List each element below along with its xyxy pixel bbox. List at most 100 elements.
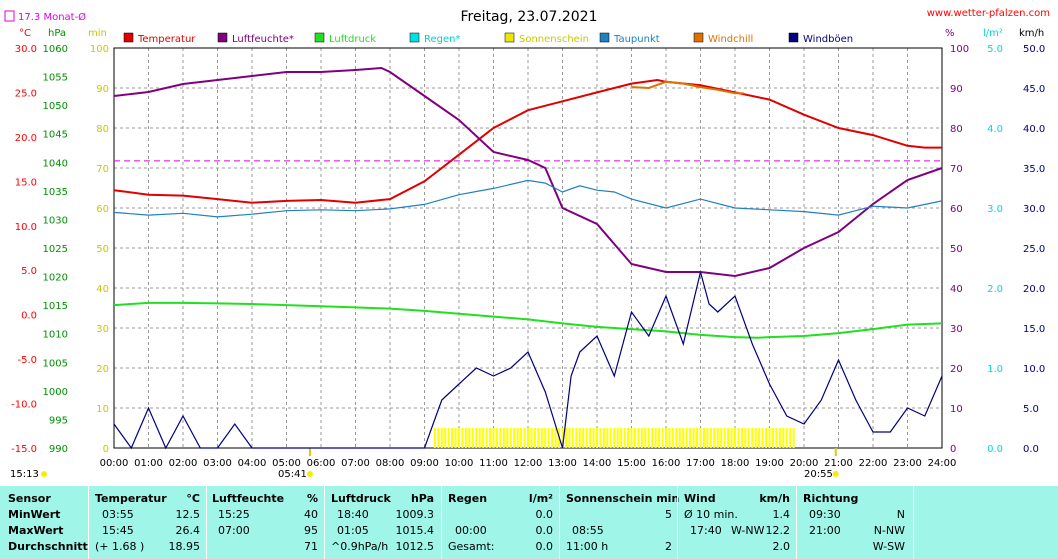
sun-axis-tick-label: 80: [96, 124, 109, 135]
chart-title: Freitag, 23.07.2021: [461, 9, 598, 25]
legend-swatch: [217, 32, 228, 43]
x-tick-label: 01:00: [134, 458, 163, 469]
temp-axis-tick-label: 30.0: [15, 44, 37, 55]
month-average-label: 17.3 Monat-Ø: [18, 11, 86, 23]
row-label-min: MinWert: [8, 508, 61, 521]
wind-axis-tick-label: 15.0: [1023, 324, 1045, 335]
pressure-axis-tick-label: 1010: [43, 330, 68, 341]
temp-avg: 18.95: [168, 540, 201, 553]
direction-max: N-NW: [873, 524, 905, 537]
pressure-min: 1009.3: [395, 508, 435, 521]
sun-axis-tick-label: 100: [90, 44, 109, 55]
timestamp-sun-icon: [41, 471, 47, 477]
legend-label: Windböen: [803, 34, 853, 45]
humidity-max-time: 07:00: [218, 524, 250, 537]
sun-min: 5: [665, 508, 672, 521]
humidity-max: 95: [304, 524, 318, 537]
chart-legend: Temperatur Luftfeuchte* Luftdruck Regen* Son…: [123, 32, 853, 45]
sunrise-icon: [306, 471, 313, 477]
x-tick-label: 04:00: [238, 458, 267, 469]
rain-axis-tick-label: 1.0: [987, 364, 1003, 375]
wind-max-time: 17:40: [690, 524, 722, 537]
source-label: www.wetter-pfalzen.com: [927, 8, 1050, 19]
humidity-axis-tick-label: 60: [950, 204, 963, 215]
wind-max: 12.2: [765, 524, 791, 537]
series-luftfeuchte: [113, 66, 943, 278]
sun-total: 11:00 h: [566, 540, 609, 553]
wind-axis-tick-label: 0.0: [1023, 444, 1039, 455]
wind-axis-tick-label: 30.0: [1023, 204, 1045, 215]
series-windböen: [113, 271, 943, 450]
series-temperatur: [113, 78, 942, 204]
direction-header: Richtung: [803, 492, 859, 505]
sun-axis-tick-label: 30: [96, 324, 109, 335]
sun-avg: 2: [665, 540, 672, 553]
temp-axis-tick-label: 10.0: [15, 222, 37, 233]
rain-axis-tick-label: 0.0: [987, 444, 1003, 455]
sunset-label: 20:55: [804, 469, 833, 480]
sun-axis-tick-label: 50: [96, 244, 109, 255]
x-tick-label: 05:00: [272, 458, 301, 469]
wind-avg10: 1.4: [772, 508, 791, 521]
legend-swatch: [693, 32, 704, 43]
rain-axis-tick-label: 5.0: [987, 44, 1003, 55]
rain-total: 0.0: [535, 540, 554, 553]
temp-avg-note: (+ 1.68 ): [95, 540, 145, 553]
legend-swatch: [788, 32, 799, 43]
sunshine-bars: [433, 428, 795, 448]
humidity-axis-tick-label: 80: [950, 124, 963, 135]
direction-min: N: [896, 508, 905, 521]
series-taupunkt: [113, 179, 943, 218]
wind-avg: 2.0: [772, 540, 791, 553]
legend-label: Windchill: [708, 34, 753, 45]
wind-axis-tick-label: 50.0: [1023, 44, 1045, 55]
pressure-axis-tick-label: 1045: [43, 130, 68, 141]
pressure-axis-tick-label: 1025: [43, 244, 68, 255]
temp-header: Temperatur: [95, 492, 167, 505]
rain-axis-tick-label: 2.0: [987, 284, 1003, 295]
chart-grid: [114, 48, 942, 448]
legend-swatch: [409, 32, 420, 43]
humidity-axis-tick-label: 90: [950, 84, 963, 95]
x-tick-label: 06:00: [307, 458, 336, 469]
x-tick-label: 22:00: [859, 458, 888, 469]
axis-unit-label: °C: [19, 28, 31, 39]
wind-avg10-label: Ø 10 min.: [684, 508, 738, 521]
temp-axis-tick-label: -5.0: [17, 355, 37, 366]
temp-max-time: 15:45: [102, 524, 134, 537]
sun-axis-tick-label: 10: [96, 404, 109, 415]
rain-axis-tick-label: 4.0: [987, 124, 1003, 135]
x-tick-label: 16:00: [652, 458, 681, 469]
wind-axis-tick-label: 5.0: [1023, 404, 1039, 415]
rain-max-time: 00:00: [455, 524, 487, 537]
row-label-max: MaxWert: [8, 524, 64, 537]
sunrise-label: 05:41: [278, 469, 307, 480]
x-tick-label: 07:00: [341, 458, 370, 469]
x-tick-label: 23:00: [893, 458, 922, 469]
humidity-axis-tick-label: 20: [950, 364, 963, 375]
statistics-table: Sensor MinWert MaxWert Durchschnitt Temp…: [0, 486, 1058, 559]
wind-axis-tick-label: 20.0: [1023, 284, 1045, 295]
humidity-axis-tick-label: 100: [950, 44, 969, 55]
sun-axis-tick-label: 20: [96, 364, 109, 375]
humidity-axis-tick-label: 70: [950, 164, 963, 175]
axis-unit-label: min: [88, 28, 107, 39]
temp-max: 26.4: [175, 524, 201, 537]
pressure-axis-tick-label: 1015: [43, 301, 68, 312]
temp-axis-tick-label: 0.0: [21, 311, 37, 322]
humidity-header: Luftfeuchte: [212, 492, 285, 505]
rain-max: 0.0: [535, 524, 554, 537]
legend-swatch: [123, 32, 134, 43]
wind-header: Wind: [684, 492, 716, 505]
axis-unit-label: %: [945, 28, 955, 39]
pressure-axis-tick-label: 1055: [43, 73, 68, 84]
temp-axis-tick-label: -10.0: [11, 400, 37, 411]
legend-label: Temperatur: [137, 34, 196, 45]
temp-axis-tick-label: -15.0: [11, 444, 37, 455]
x-tick-label: 11:00: [479, 458, 508, 469]
sun-header: Sonnenschein min: [566, 492, 680, 505]
pressure-avg: 1012.5: [395, 540, 435, 553]
x-tick-label: 17:00: [686, 458, 715, 469]
x-tick-label: 03:00: [203, 458, 232, 469]
month-average-icon: [4, 10, 15, 22]
